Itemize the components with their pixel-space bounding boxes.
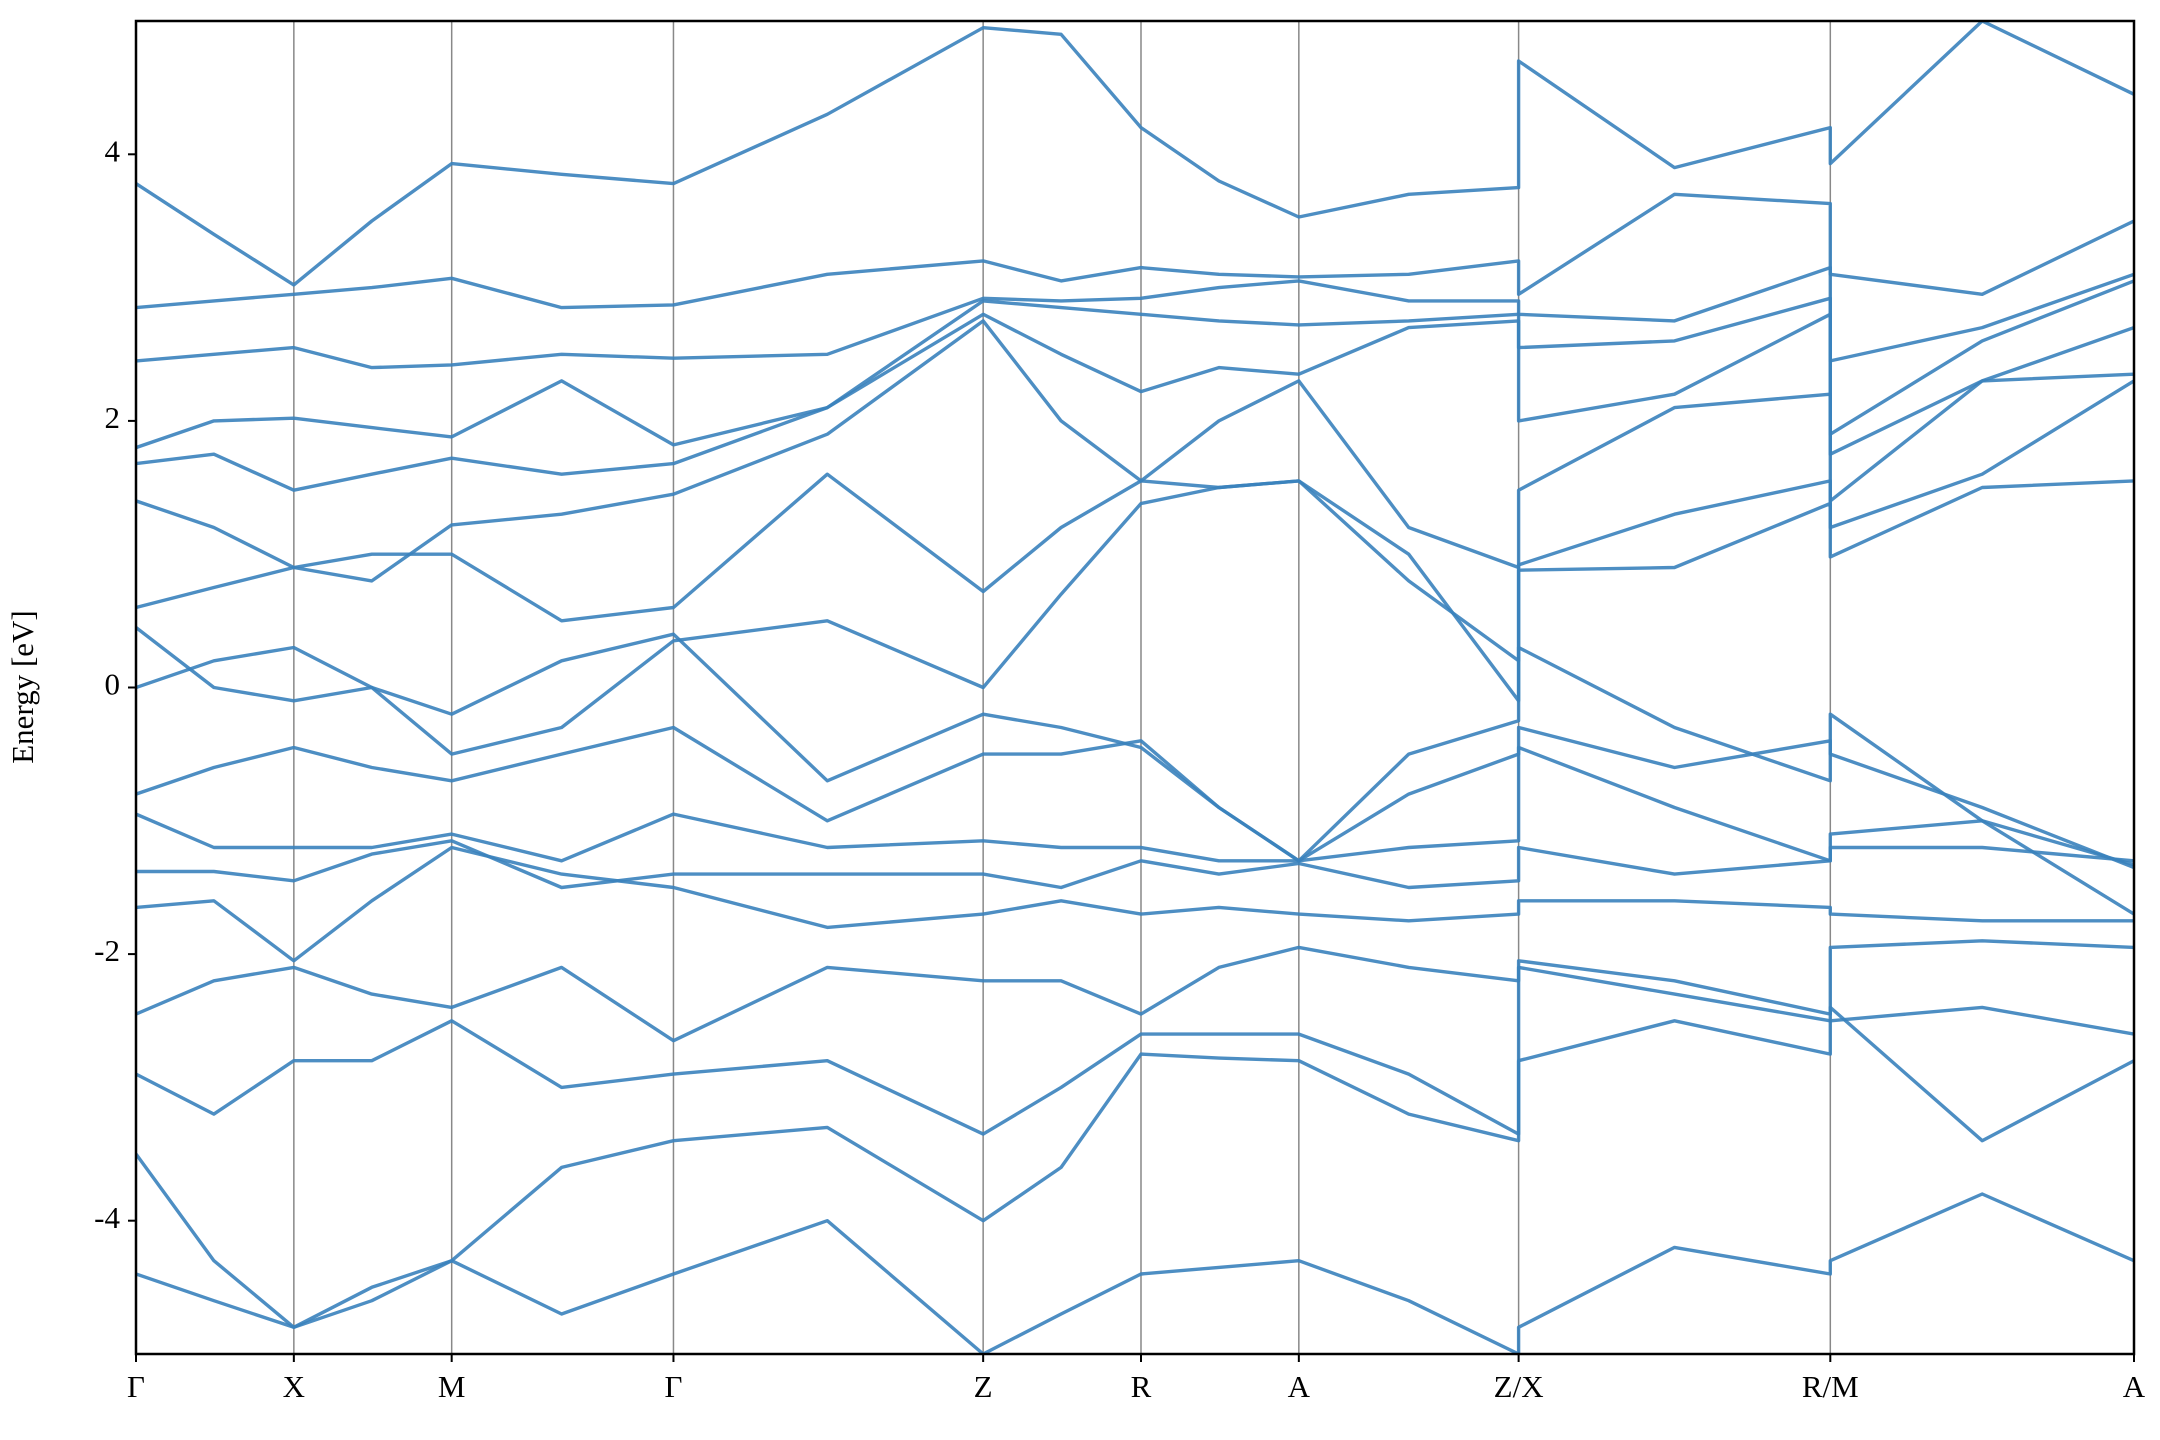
y-tick-label: 0 bbox=[105, 667, 121, 702]
x-tick-label: Γ bbox=[127, 1369, 145, 1404]
band-line bbox=[136, 745, 2134, 867]
x-tick-label: A bbox=[2123, 1369, 2146, 1404]
band-line bbox=[136, 379, 2134, 663]
band-line bbox=[136, 279, 2134, 450]
band-line bbox=[136, 21, 2134, 287]
x-tick-label: Z bbox=[974, 1369, 993, 1404]
x-tick-label: R/M bbox=[1802, 1369, 1859, 1404]
band-line bbox=[136, 312, 2134, 492]
band-line bbox=[136, 725, 2134, 870]
band-line bbox=[136, 839, 2134, 890]
band-line bbox=[136, 192, 2134, 310]
plot-frame bbox=[134, 19, 2136, 1356]
band-line bbox=[136, 479, 2134, 756]
y-tick-label: -4 bbox=[94, 1200, 120, 1235]
x-tick-label: M bbox=[438, 1369, 466, 1404]
x-tick-label: R bbox=[1131, 1369, 1152, 1404]
band-line bbox=[136, 965, 2134, 1136]
y-tick-label: -2 bbox=[94, 933, 120, 968]
band-line bbox=[136, 1005, 2134, 1329]
band-line bbox=[136, 265, 2134, 370]
x-tick-label: Γ bbox=[665, 1369, 683, 1404]
band-line bbox=[136, 1192, 2134, 1354]
y-tick-label: 4 bbox=[105, 133, 121, 168]
x-tick-label: A bbox=[1288, 1369, 1311, 1404]
x-tick-label: X bbox=[283, 1369, 305, 1404]
band-line bbox=[136, 845, 2134, 963]
y-axis-label: Energy [eV] bbox=[5, 610, 40, 764]
band-line bbox=[136, 939, 2134, 1043]
bands bbox=[136, 21, 2134, 1354]
x-tick-label: Z/X bbox=[1494, 1369, 1544, 1404]
band-line bbox=[136, 319, 2134, 583]
band-line bbox=[136, 632, 2134, 916]
y-tick-label: 2 bbox=[105, 400, 121, 435]
